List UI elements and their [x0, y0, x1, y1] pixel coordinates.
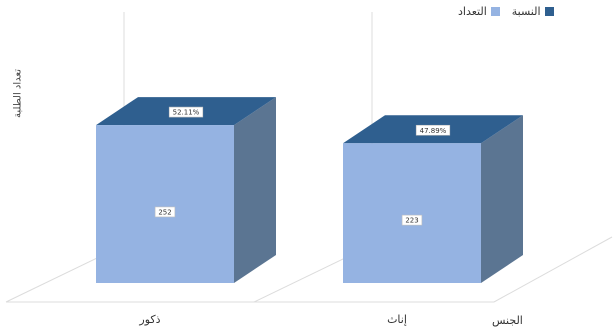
x-tick-label: إناث: [387, 313, 407, 326]
bar-front-face: [343, 143, 481, 283]
bar-front-face: [96, 125, 234, 283]
legend-swatch-percentage: [544, 7, 554, 16]
chart-legend: النسبة التعداد: [458, 5, 554, 18]
data-label-percentage-text: 47.89%: [420, 127, 447, 135]
legend-item-percentage: النسبة: [512, 5, 554, 18]
data-label-count: 223: [401, 214, 423, 226]
data-label-count-text: 252: [158, 208, 171, 216]
x-axis-title: الجنس: [492, 314, 523, 327]
x-tick-label: ذكور: [138, 313, 160, 326]
data-label-count-box: [154, 206, 176, 218]
floor-line: [493, 236, 613, 303]
data-label-percentage: 52.11%: [168, 106, 204, 118]
bar-side-face: [481, 115, 523, 284]
legend-item-count: التعداد: [458, 5, 500, 18]
data-label-percentage: 47.89%: [415, 124, 451, 136]
data-label-count-box: [401, 214, 423, 226]
data-label-percentage-box: [415, 124, 451, 136]
data-label-count: 252: [154, 206, 176, 218]
legend-swatch-count: [490, 7, 500, 16]
data-label-count-text: 223: [405, 217, 418, 225]
legend-label-percentage: النسبة: [511, 5, 541, 18]
bar-side-face: [234, 97, 276, 283]
data-label-percentage-box: [168, 106, 204, 118]
legend-label-count: التعداد: [458, 5, 487, 18]
data-label-percentage-text: 52.11%: [173, 109, 200, 117]
